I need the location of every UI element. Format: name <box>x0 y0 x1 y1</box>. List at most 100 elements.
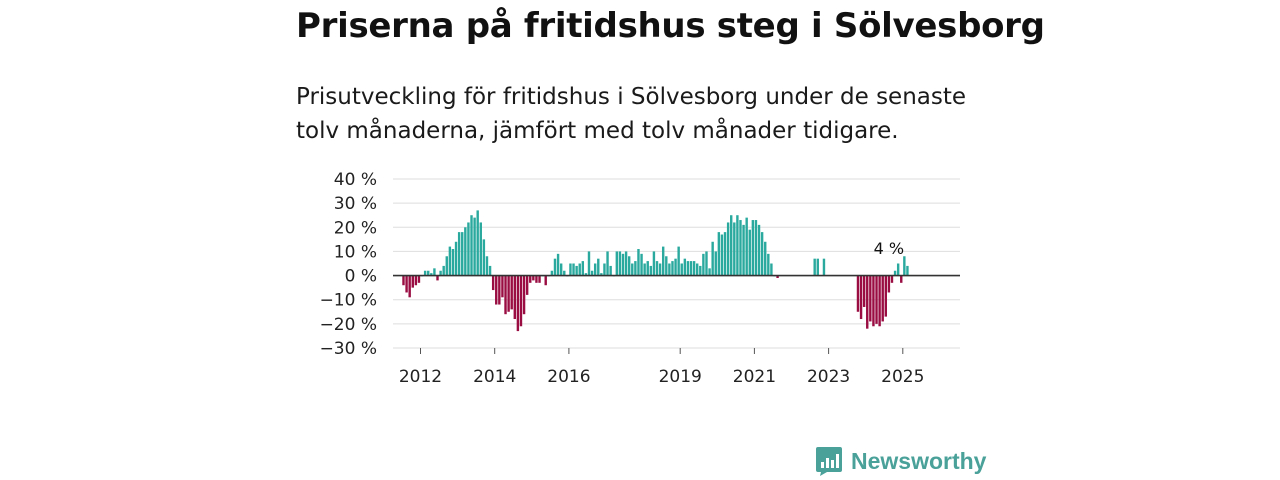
bar-negative <box>887 275 891 293</box>
bar-positive <box>671 261 674 276</box>
bar-positive <box>464 227 467 276</box>
bar-positive <box>770 263 773 276</box>
bar-positive <box>674 258 677 276</box>
bar-positive <box>677 246 680 276</box>
x-tick-label: 2016 <box>547 367 590 387</box>
bar-negative <box>525 275 529 295</box>
bar-positive <box>702 253 705 276</box>
x-axis-tick-labels: 2012 2014 2016 2019 2021 2023 2025 <box>399 367 925 387</box>
bar-negative <box>498 275 501 305</box>
y-tick-label: 30 % <box>334 194 377 214</box>
y-tick-label: −20 % <box>320 315 377 335</box>
bar-positive <box>668 263 671 276</box>
brand-logo: Newsworthy <box>815 446 986 476</box>
bar-negative <box>544 275 547 286</box>
bar-negative <box>878 275 881 327</box>
bar-positive <box>572 263 575 276</box>
bar-positive <box>736 215 739 276</box>
bar-positive <box>430 273 433 276</box>
bar-positive <box>575 265 578 276</box>
bar-positive <box>708 268 711 276</box>
bar-positive <box>723 232 727 276</box>
newsworthy-logo-icon <box>816 447 842 476</box>
bar-positive <box>646 261 649 276</box>
bar-positive <box>563 270 566 276</box>
bar-positive <box>550 270 554 276</box>
bar-positive <box>726 222 730 276</box>
bar-positive <box>590 270 594 276</box>
bar-positive <box>593 263 597 276</box>
bar-positive <box>597 258 600 276</box>
bar-positive <box>739 220 742 276</box>
bar-positive <box>427 270 430 276</box>
y-tick-label: 40 % <box>334 170 377 190</box>
bar-negative <box>436 275 439 281</box>
bar-positive <box>745 217 748 276</box>
bar-positive <box>711 241 714 276</box>
bar-positive <box>760 232 764 276</box>
bar-positive <box>637 249 640 276</box>
bar-negative <box>856 275 860 312</box>
y-tick-label: 10 % <box>334 242 377 262</box>
bar-positive <box>720 234 724 276</box>
bar-positive <box>621 253 625 276</box>
bar-positive <box>665 256 668 276</box>
bar-positive <box>683 258 687 276</box>
bar-positive <box>467 222 470 276</box>
bar-negative <box>529 275 532 283</box>
bar-negative <box>507 275 510 312</box>
y-tick-label: 0 % <box>345 267 377 287</box>
bar-positive <box>649 265 653 276</box>
bar-positive <box>813 258 816 276</box>
bar-positive <box>640 253 643 276</box>
bars <box>402 210 909 332</box>
bar-positive <box>655 261 659 276</box>
bar-negative <box>495 275 498 305</box>
bar-positive <box>634 261 637 276</box>
bar-positive <box>569 263 572 276</box>
bar-positive <box>696 263 699 276</box>
bar-positive <box>423 270 427 276</box>
annotations: 4 % <box>874 239 904 258</box>
chart-subtitle: Prisutveckling för fritidshus i Sölvesbo… <box>296 84 967 144</box>
bar-negative <box>862 275 866 307</box>
bar-positive <box>609 265 612 276</box>
bar-positive <box>470 215 473 276</box>
bar-positive <box>699 265 702 276</box>
bar-positive <box>822 258 826 276</box>
bar-positive <box>751 220 755 276</box>
bar-positive <box>680 263 683 276</box>
bar-positive <box>439 270 442 276</box>
bar-positive <box>705 251 708 276</box>
bar-negative <box>504 275 507 315</box>
bar-positive <box>631 263 634 276</box>
bar-positive <box>689 261 693 276</box>
bar-positive <box>451 249 455 276</box>
x-tick-label: 2019 <box>659 367 702 387</box>
bar-chart: 40 %30 %20 %10 %0 %−10 %−20 %−30 % 2012 2… <box>320 170 960 387</box>
bar-positive <box>643 263 646 276</box>
bar-negative <box>408 275 411 298</box>
bar-positive <box>717 232 721 276</box>
bar-positive <box>482 239 486 276</box>
bar-positive <box>742 224 745 276</box>
bar-positive <box>445 256 448 276</box>
grid-lines <box>393 178 960 349</box>
bar-positive <box>652 251 656 276</box>
chart-title: Priserna på fritidshus steg i Sölvesborg <box>296 6 1045 46</box>
y-axis-tick-labels: 40 % 30 % 20 % 10 % 0 % −10 % −20 % −30 % <box>320 170 377 359</box>
bar-negative <box>405 275 408 293</box>
bar-positive <box>606 251 609 276</box>
x-tick-label: 2012 <box>399 367 442 387</box>
x-tick-label: 2014 <box>473 367 516 387</box>
bar-negative <box>411 275 414 288</box>
bar-positive <box>893 270 897 276</box>
bar-positive <box>600 273 603 276</box>
bar-positive <box>556 253 560 276</box>
bar-positive <box>476 210 479 276</box>
bar-positive <box>624 251 628 276</box>
y-tick-label: −10 % <box>320 291 377 311</box>
x-tick-label: 2025 <box>881 367 924 387</box>
bar-negative <box>402 275 405 286</box>
bar-negative <box>875 275 878 324</box>
